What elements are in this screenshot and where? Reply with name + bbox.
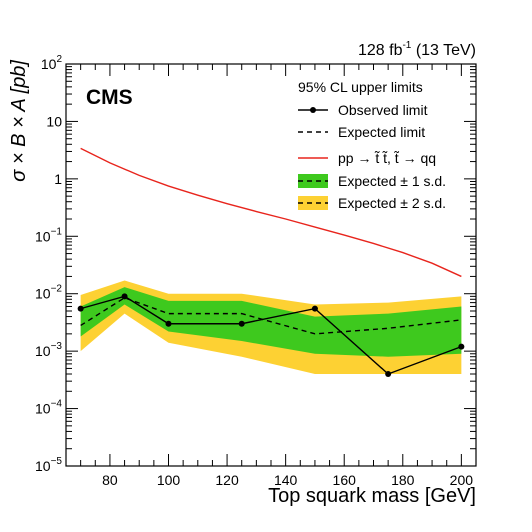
luminosity-label: 128 fb-1 (13 TeV)	[358, 40, 476, 59]
theory-cross-section-line	[80, 147, 462, 278]
legend-band1-swatch	[298, 174, 328, 188]
legend-band2-swatch	[298, 196, 328, 210]
legend: 95% CL upper limits Observed limit Expec…	[298, 79, 446, 211]
legend-observed-marker	[310, 107, 316, 113]
experiment-label: CMS	[86, 86, 133, 109]
x-tick-label: 200	[450, 472, 474, 488]
x-axis-label: Top squark mass [GeV]	[268, 485, 476, 507]
legend-band2-label: Expected ± 2 s.d.	[338, 195, 446, 211]
observed-point	[385, 370, 392, 377]
observed-point	[311, 305, 318, 312]
legend-band1-label: Expected ± 1 s.d.	[338, 173, 446, 189]
observed-point	[238, 320, 245, 327]
y-tick-label: 10−3	[35, 341, 62, 359]
observed-point	[121, 293, 128, 300]
observed-point	[77, 305, 84, 312]
limit-lines	[77, 147, 465, 377]
uncertainty-bands	[80, 280, 462, 374]
x-tick-label: 80	[102, 472, 118, 488]
y-tick-label: 10−1	[35, 226, 62, 244]
y-tick-label: 102	[41, 54, 63, 72]
y-tick-label: 10	[46, 113, 62, 129]
observed-point	[165, 320, 172, 327]
x-tick-label: 180	[391, 472, 415, 488]
x-tick-label: 140	[274, 472, 298, 488]
x-tick-label: 120	[215, 472, 239, 488]
x-tick-label: 100	[157, 472, 181, 488]
legend-observed-label: Observed limit	[338, 102, 428, 118]
y-tick-label: 10−5	[35, 456, 62, 474]
axis-ticks	[66, 63, 477, 467]
y-axis-label: σ × B × A [pb]	[8, 60, 30, 182]
observed-point	[458, 343, 465, 350]
y-tick-label: 10−2	[35, 284, 62, 302]
legend-title: 95% CL upper limits	[298, 79, 423, 95]
expected-limit-line	[80, 296, 462, 335]
legend-expected-label: Expected limit	[338, 124, 425, 140]
y-tick-label: 1	[54, 171, 62, 187]
x-tick-label: 160	[333, 472, 357, 488]
legend-theory-label: pp → t̃ t̃, t̃ → qq	[338, 150, 436, 166]
y-tick-label: 10−4	[35, 399, 62, 417]
tick-labels: 80 100 120 140 160 180 200 10−5 10−4 10−3 10−2 10−1…	[35, 54, 473, 488]
